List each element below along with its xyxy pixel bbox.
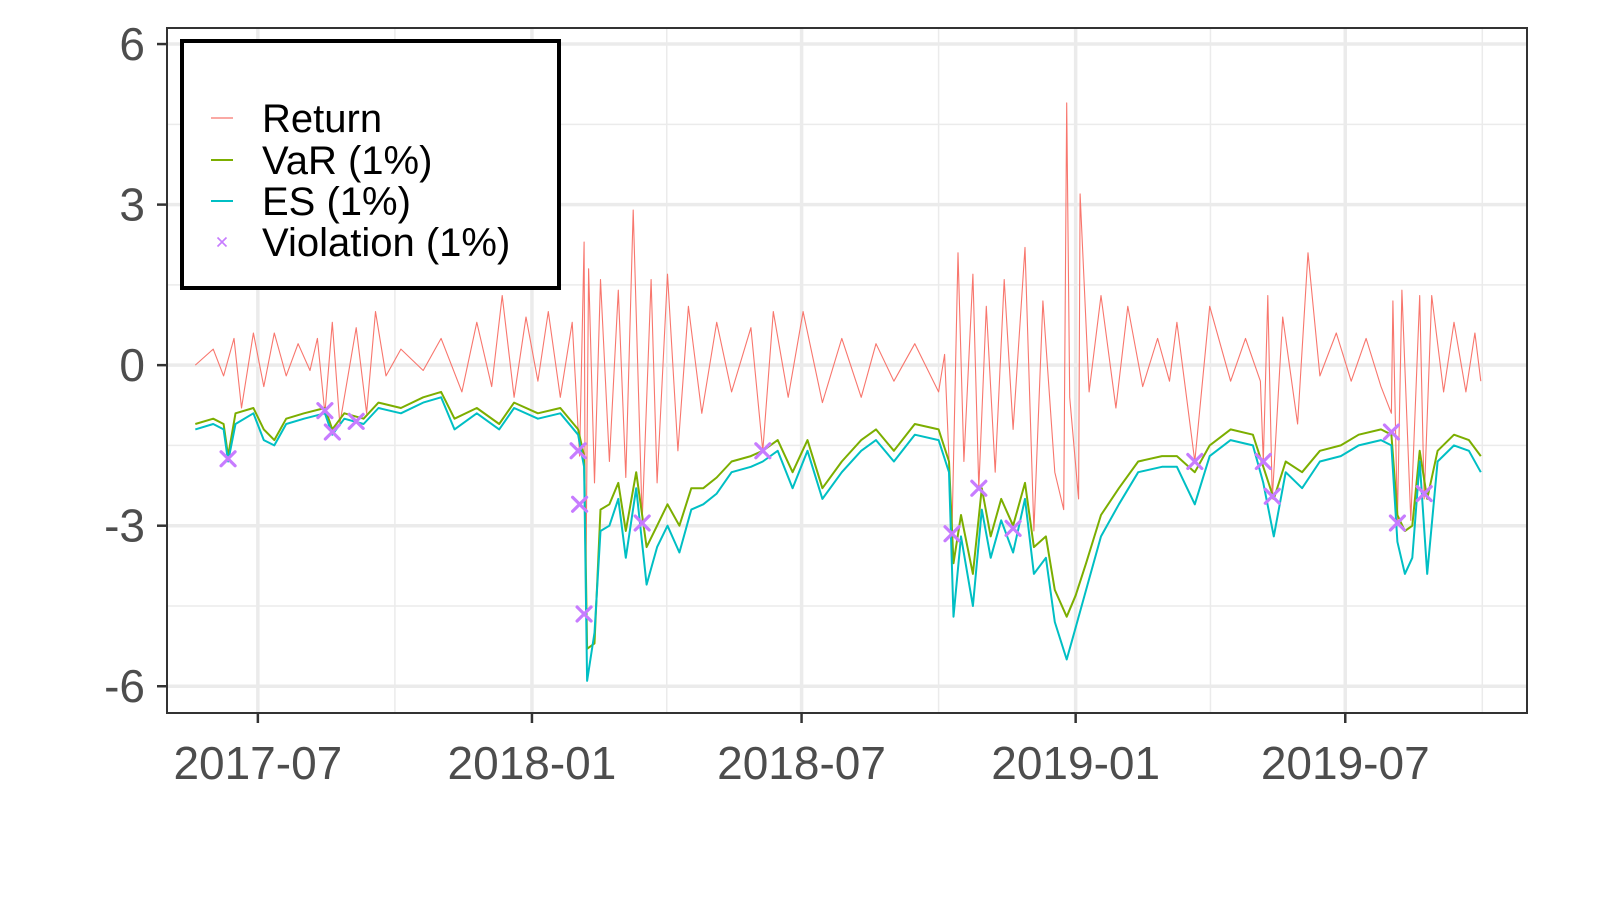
violation-marker	[1254, 452, 1272, 471]
series-line-return	[194, 102, 1482, 618]
violation-marker	[569, 442, 587, 460]
y-tick-label: -3	[104, 500, 145, 552]
x-tick-label: 2019-01	[991, 737, 1160, 789]
violation-marker	[1263, 487, 1281, 505]
series-line-es	[195, 396, 1482, 682]
violation-marker	[1388, 514, 1407, 532]
violation-marker	[633, 514, 651, 532]
series-line-var	[195, 390, 1482, 650]
violation-marker	[943, 525, 961, 543]
violation-marker	[571, 495, 589, 513]
violation-marker	[1415, 484, 1433, 503]
violation-marker	[1004, 519, 1022, 537]
panel-border	[166, 27, 1528, 714]
y-tick-label: -6	[104, 660, 145, 712]
y-axis: 6 3 0 -3 -6	[104, 18, 167, 712]
x-tick-label: 2018-07	[717, 737, 886, 789]
legend-label-es: ES (1%)	[262, 180, 411, 224]
legend-key-violation	[216, 236, 228, 248]
legend-box	[180, 39, 561, 290]
violation-marker	[754, 442, 772, 460]
y-tick-label: 3	[119, 179, 145, 231]
y-tick-label: 0	[119, 339, 145, 391]
legend-label-var: VaR (1%)	[262, 139, 432, 183]
x-axis: 2017-07 2018-01 2018-07 2019-01 2019-07	[173, 713, 1430, 789]
legend-label-return: Return	[262, 97, 382, 141]
x-tick-label: 2019-07	[1261, 737, 1430, 789]
violation-marker	[347, 412, 365, 430]
violation-marker	[970, 479, 988, 497]
x-tick-label: 2017-07	[173, 737, 342, 789]
violation-marker	[316, 402, 334, 420]
violation-marker	[219, 450, 237, 468]
violation-marker	[1186, 452, 1204, 471]
violation-marker	[575, 605, 593, 623]
series-layer	[194, 102, 1482, 682]
violation-marker	[323, 423, 341, 441]
x-tick-label: 2018-01	[448, 737, 617, 789]
y-tick-label: 6	[119, 18, 145, 70]
violation-markers	[219, 402, 1433, 623]
legend-label-violation: Violation (1%)	[262, 221, 510, 265]
violation-marker	[1382, 423, 1401, 441]
